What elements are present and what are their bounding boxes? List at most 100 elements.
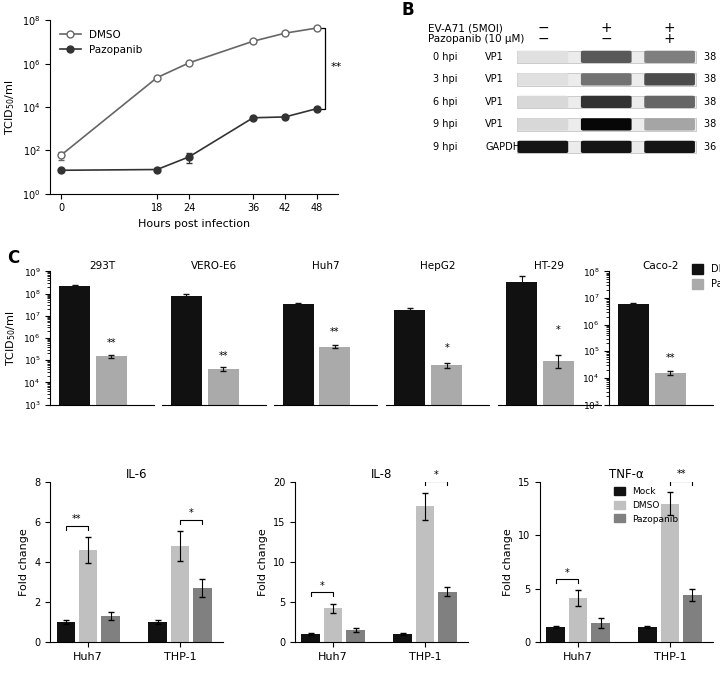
Bar — [543, 361, 574, 683]
FancyBboxPatch shape — [644, 141, 695, 153]
Text: 38 kDa: 38 kDa — [704, 52, 720, 62]
FancyBboxPatch shape — [644, 118, 695, 130]
Bar — [171, 546, 189, 642]
FancyBboxPatch shape — [518, 96, 568, 108]
FancyBboxPatch shape — [581, 96, 631, 108]
Bar — [395, 310, 426, 683]
FancyBboxPatch shape — [517, 141, 696, 153]
X-axis label: Hours post infection: Hours post infection — [138, 219, 251, 229]
FancyBboxPatch shape — [581, 118, 631, 130]
Bar — [59, 286, 90, 683]
Text: GAPDH: GAPDH — [485, 142, 521, 152]
FancyBboxPatch shape — [517, 73, 696, 85]
Bar — [438, 591, 456, 642]
Title: HT-29: HT-29 — [534, 260, 564, 270]
Bar — [415, 506, 434, 642]
FancyBboxPatch shape — [518, 73, 568, 85]
Bar — [506, 281, 537, 683]
Text: **: ** — [330, 327, 340, 337]
Text: *: * — [434, 470, 438, 479]
Text: *: * — [564, 568, 570, 578]
Bar — [683, 595, 701, 642]
Bar — [320, 346, 351, 683]
Title: VERO-E6: VERO-E6 — [191, 260, 237, 270]
Text: 9 hpi: 9 hpi — [433, 142, 458, 152]
FancyBboxPatch shape — [518, 51, 568, 63]
Bar — [102, 616, 120, 642]
Y-axis label: Fold change: Fold change — [19, 528, 29, 596]
Text: Pazopanib (10 μM): Pazopanib (10 μM) — [428, 33, 524, 44]
Bar — [171, 296, 202, 683]
FancyBboxPatch shape — [518, 141, 568, 153]
Text: *: * — [320, 581, 324, 591]
Text: **: ** — [676, 469, 686, 479]
Legend: Mock, DMSO, Pazopanib: Mock, DMSO, Pazopanib — [611, 484, 682, 527]
FancyBboxPatch shape — [644, 51, 695, 63]
FancyBboxPatch shape — [517, 96, 696, 108]
Text: 36 kDa: 36 kDa — [704, 142, 720, 152]
Text: *: * — [444, 343, 449, 353]
Y-axis label: TCID$_{50}$/ml: TCID$_{50}$/ml — [3, 79, 17, 135]
FancyBboxPatch shape — [644, 96, 695, 108]
Bar — [57, 622, 75, 642]
Bar — [148, 622, 167, 642]
Title: Huh7: Huh7 — [312, 260, 340, 270]
Bar — [96, 357, 127, 683]
Text: **: ** — [72, 514, 81, 525]
Text: +: + — [664, 21, 675, 36]
Text: 38 kDa: 38 kDa — [704, 97, 720, 107]
Text: 6 hpi: 6 hpi — [433, 97, 458, 107]
Title: IL-8: IL-8 — [371, 468, 392, 481]
Bar — [661, 503, 679, 642]
Bar — [618, 304, 649, 683]
FancyBboxPatch shape — [581, 141, 631, 153]
Y-axis label: TCID$_{50}$/ml: TCID$_{50}$/ml — [4, 310, 18, 365]
Bar — [193, 588, 212, 642]
Text: 38 kDa: 38 kDa — [704, 120, 720, 129]
Bar — [324, 609, 342, 642]
Bar — [654, 373, 685, 683]
Text: +: + — [600, 21, 612, 36]
Text: **: ** — [665, 353, 675, 363]
Text: +: + — [664, 31, 675, 46]
Title: Caco-2: Caco-2 — [643, 260, 679, 270]
Text: B: B — [402, 1, 415, 19]
Text: 3 hpi: 3 hpi — [433, 74, 458, 85]
FancyBboxPatch shape — [518, 118, 568, 130]
Title: HepG2: HepG2 — [420, 260, 455, 270]
Title: TNF-α: TNF-α — [609, 468, 644, 481]
FancyBboxPatch shape — [581, 73, 631, 85]
Text: −: − — [600, 31, 612, 46]
FancyBboxPatch shape — [581, 51, 631, 63]
Bar — [546, 627, 564, 642]
Text: VP1: VP1 — [485, 52, 504, 62]
Bar — [431, 365, 462, 683]
Text: *: * — [556, 325, 561, 335]
Bar — [639, 627, 657, 642]
Bar — [302, 634, 320, 642]
Y-axis label: Fold change: Fold change — [503, 528, 513, 596]
Text: **: ** — [218, 350, 228, 361]
Text: **: ** — [107, 338, 116, 348]
FancyBboxPatch shape — [644, 73, 695, 85]
Bar — [591, 623, 610, 642]
FancyBboxPatch shape — [517, 51, 696, 63]
Bar — [79, 550, 97, 642]
Y-axis label: Fold change: Fold change — [258, 528, 268, 596]
Text: VP1: VP1 — [485, 97, 504, 107]
Text: 9 hpi: 9 hpi — [433, 120, 458, 129]
Text: EV-A71 (5MOI): EV-A71 (5MOI) — [428, 23, 503, 33]
Text: VP1: VP1 — [485, 120, 504, 129]
Legend: DMSO, Pazopanib: DMSO, Pazopanib — [688, 260, 720, 294]
Bar — [393, 634, 412, 642]
FancyBboxPatch shape — [517, 118, 696, 130]
Title: IL-6: IL-6 — [126, 468, 148, 481]
Text: 0 hpi: 0 hpi — [433, 52, 458, 62]
Text: *: * — [189, 508, 194, 518]
Text: C: C — [7, 249, 19, 267]
Bar — [346, 630, 365, 642]
Bar — [569, 598, 588, 642]
Bar — [207, 369, 238, 683]
Title: 293T: 293T — [89, 260, 115, 270]
Legend: DMSO, Pazopanib: DMSO, Pazopanib — [55, 26, 146, 59]
